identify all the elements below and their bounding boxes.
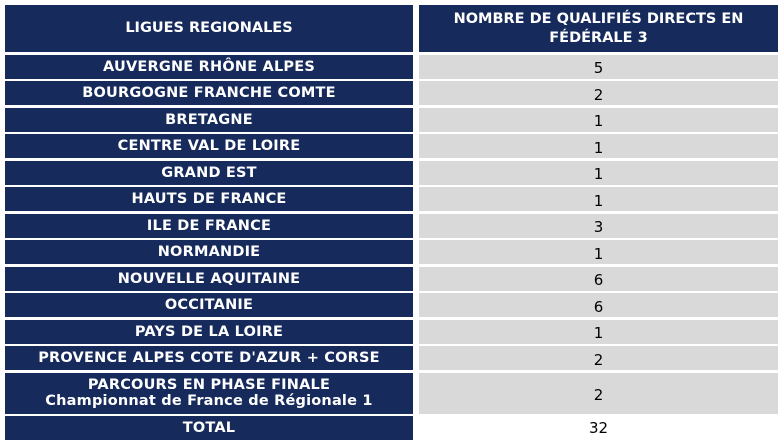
league-name: HAUTS DE FRANCE bbox=[131, 191, 287, 207]
league-name: AUVERGNE RHÔNE ALPES bbox=[103, 58, 315, 75]
league-cell: PAYS DE LA LOIRE bbox=[5, 319, 413, 344]
count-cell: 3 bbox=[419, 213, 778, 238]
league-name: NOUVELLE AQUITAINE bbox=[117, 270, 301, 287]
league-cell: ILE DE FRANCE bbox=[5, 213, 413, 238]
count-value: 1 bbox=[593, 191, 604, 210]
league-cell: PARCOURS EN PHASE FINALE Championnat de F… bbox=[5, 372, 413, 414]
league-name: BRETAGNE bbox=[165, 111, 253, 128]
count-cell: 1 bbox=[419, 319, 778, 344]
count-cell: 1 bbox=[419, 240, 778, 264]
count-value: 2 bbox=[593, 85, 604, 104]
total-label: TOTAL bbox=[182, 420, 236, 436]
league-cell: CENTRE VAL DE LOIRE bbox=[5, 134, 413, 158]
league-name: OCCITANIE bbox=[164, 297, 254, 313]
count-value: 5 bbox=[593, 59, 604, 77]
count-value: 1 bbox=[593, 165, 604, 183]
header-text: LIGUES REGIONALES bbox=[125, 20, 293, 36]
count-cell: 1 bbox=[419, 107, 778, 132]
count-cell: 6 bbox=[419, 266, 778, 291]
league-cell: BRETAGNE bbox=[5, 107, 413, 132]
count-cell: 2 bbox=[419, 346, 778, 370]
league-cell: PROVENCE ALPES COTE D'AZUR + CORSE bbox=[5, 346, 413, 370]
league-cell: AUVERGNE RHÔNE ALPES bbox=[5, 54, 413, 79]
league-name: PAYS DE LA LOIRE bbox=[134, 323, 284, 340]
league-name: PROVENCE ALPES COTE D'AZUR + CORSE bbox=[38, 350, 380, 366]
count-value: 1 bbox=[593, 324, 604, 342]
total-value: 32 bbox=[588, 419, 609, 437]
league-cell: GRAND EST bbox=[5, 160, 413, 185]
header-cell: NOMBRE DE QUALIFIÉS DIRECTS EN FÉDÉRALE … bbox=[419, 5, 778, 52]
count-cell: 6 bbox=[419, 293, 778, 317]
count-cell: 2 bbox=[419, 372, 778, 414]
league-cell: NOUVELLE AQUITAINE bbox=[5, 266, 413, 291]
league-cell: NORMANDIE bbox=[5, 240, 413, 264]
league-name: ILE DE FRANCE bbox=[146, 217, 272, 234]
league-name: PARCOURS EN PHASE FINALE bbox=[87, 377, 331, 393]
league-cell: BOURGOGNE FRANCHE COMTE bbox=[5, 81, 413, 105]
count-value: 1 bbox=[593, 244, 604, 263]
total-value-cell: 32 bbox=[419, 416, 778, 440]
league-cell: OCCITANIE bbox=[5, 293, 413, 317]
count-cell: 2 bbox=[419, 81, 778, 105]
league-name: GRAND EST bbox=[161, 164, 257, 181]
league-cell: HAUTS DE FRANCE bbox=[5, 187, 413, 211]
count-value: 2 bbox=[593, 385, 604, 404]
league-name: BOURGOGNE FRANCHE COMTE bbox=[82, 85, 336, 101]
count-value: 1 bbox=[593, 112, 604, 130]
count-value: 6 bbox=[593, 271, 604, 289]
header-cell: LIGUES REGIONALES bbox=[5, 5, 413, 52]
count-value: 3 bbox=[593, 218, 604, 236]
count-value: 2 bbox=[593, 350, 604, 369]
count-cell: 1 bbox=[419, 160, 778, 185]
header-text: NOMBRE DE QUALIFIÉS DIRECTS EN FÉDÉRALE … bbox=[453, 10, 744, 46]
league-name: CENTRE VAL DE LOIRE bbox=[117, 138, 301, 154]
league-name: NORMANDIE bbox=[157, 244, 261, 260]
count-value: 6 bbox=[593, 297, 604, 316]
count-cell: 1 bbox=[419, 187, 778, 211]
count-cell: 1 bbox=[419, 134, 778, 158]
count-value: 1 bbox=[593, 138, 604, 157]
count-cell: 5 bbox=[419, 54, 778, 79]
league-name: Championnat de France de Régionale 1 bbox=[45, 393, 373, 409]
total-label-cell: TOTAL bbox=[5, 416, 413, 440]
table: LIGUES REGIONALES NOMBRE DE QUALIFIÉS DIR… bbox=[5, 5, 778, 440]
